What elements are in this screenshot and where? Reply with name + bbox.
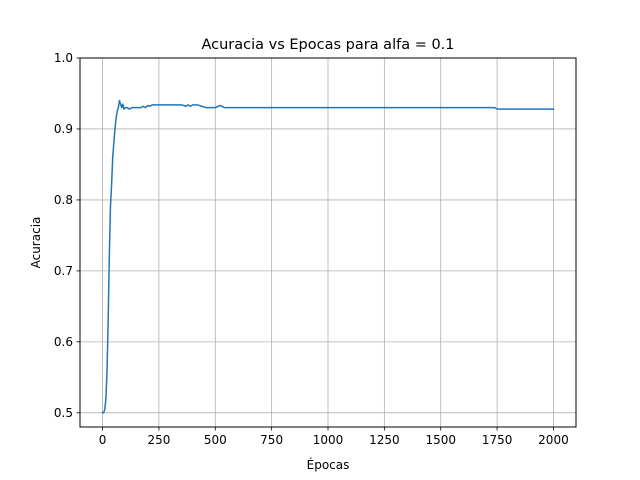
y-axis: 0.5 0.6 0.7 0.8 0.9 1.0 [54, 51, 80, 420]
y-tick-label: 0.7 [54, 264, 73, 278]
x-tick-label: 1000 [313, 433, 344, 447]
x-tick-label: 250 [147, 433, 170, 447]
series-line [101, 99, 555, 414]
x-axis: 0 250 500 750 1000 1250 1500 1750 2000 [99, 427, 569, 447]
y-tick-label: 1.0 [54, 51, 73, 65]
x-tick-label: 1750 [482, 433, 513, 447]
y-tick-label: 0.9 [54, 122, 73, 136]
series-layer [101, 99, 555, 414]
y-tick-label: 0.6 [54, 335, 73, 349]
x-tick-label: 1500 [425, 433, 456, 447]
x-tick-label: 0 [99, 433, 107, 447]
y-tick-label: 0.8 [54, 193, 73, 207]
x-tick-label: 500 [204, 433, 227, 447]
x-tick-label: 750 [260, 433, 283, 447]
x-tick-label: 2000 [538, 433, 569, 447]
x-tick-label: 1250 [369, 433, 400, 447]
grid [80, 57, 576, 427]
chart-title: Acuracia vs Epocas para alfa = 0.1 [201, 37, 454, 53]
y-axis-label: Acuracia [29, 217, 43, 269]
x-axis-label: Épocas [307, 457, 350, 472]
y-tick-label: 0.5 [54, 406, 73, 420]
